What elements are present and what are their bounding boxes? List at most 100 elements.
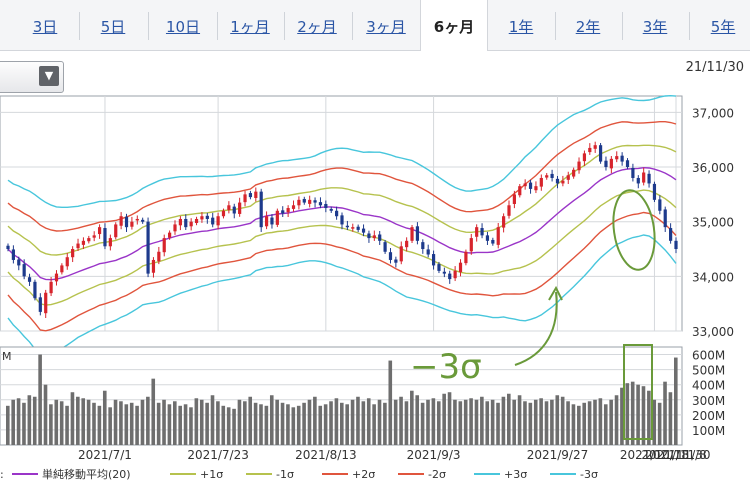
volume-bar [626, 383, 630, 445]
candle-body [550, 174, 553, 178]
candle-body [335, 211, 338, 216]
candle-body [141, 220, 144, 222]
volume-bar [335, 398, 339, 445]
candle-body [437, 264, 440, 271]
candle-body [626, 160, 629, 167]
volume-bar [631, 382, 635, 445]
volume-bar [394, 400, 398, 445]
volume-bar [243, 401, 247, 445]
candle-body [270, 218, 273, 225]
volume-bar [351, 400, 355, 445]
candle-body [567, 175, 570, 180]
volume-bar [17, 398, 21, 445]
volume-bar [523, 401, 527, 445]
volume-bar [151, 379, 155, 445]
volume-bar [491, 400, 495, 445]
volume-bar [308, 400, 312, 445]
volume-bar [367, 398, 371, 445]
candle-body [459, 263, 462, 273]
candle-body [421, 242, 424, 249]
volume-bar [76, 397, 80, 445]
candle-body [17, 260, 20, 266]
volume-bar [356, 397, 360, 445]
volume-bar [297, 406, 301, 445]
volume-bar [593, 400, 597, 445]
candle-body [642, 173, 645, 183]
volume-bar [453, 400, 457, 445]
volume-bar [81, 398, 85, 445]
volume-bar [318, 406, 322, 445]
volume-bar [65, 406, 69, 445]
candle-body [610, 159, 613, 169]
volume-bar [372, 404, 376, 445]
volume-bar [566, 401, 570, 445]
volume-bar [270, 395, 274, 445]
candle-body [82, 241, 85, 245]
volume-bar [410, 391, 414, 445]
volume-bar [125, 404, 129, 445]
candle-body [351, 227, 354, 229]
candle-body [184, 219, 187, 227]
candle-body [49, 282, 52, 293]
candle-body [173, 224, 176, 231]
volume-bar [448, 392, 452, 445]
volume-bar [572, 404, 576, 445]
candle-body [276, 211, 279, 225]
price-y-tick-label: 35,000 [692, 216, 734, 230]
volume-bar [437, 401, 441, 445]
volume-bar [604, 404, 608, 445]
volume-bar [173, 401, 177, 445]
candle-body [518, 186, 521, 195]
candle-body [389, 252, 392, 260]
candle-body [394, 260, 397, 263]
candle-body [330, 209, 333, 211]
volume-bar [286, 404, 290, 445]
volume-bar [507, 394, 511, 445]
volume-bar [216, 401, 220, 445]
volume-bar [480, 397, 484, 445]
volume-bar [324, 404, 328, 445]
volume-bar [496, 403, 500, 445]
volume-bar [399, 397, 403, 445]
volume-bar [44, 385, 48, 445]
candle-body [615, 156, 618, 159]
candle-body [292, 205, 295, 209]
legend: : 単純移動平均(20) +1σ -1σ +2σ -2σ +3σ -3σ [0, 467, 598, 481]
candle-body [28, 277, 31, 282]
volume-bar [238, 400, 242, 445]
candle-body [125, 217, 128, 227]
candle-body [507, 205, 510, 215]
volume-bar [615, 395, 619, 445]
candle-body [281, 210, 284, 213]
volume-bar [599, 398, 603, 445]
candle-body [265, 216, 268, 226]
candle-body [297, 200, 300, 205]
candle-body [114, 224, 117, 237]
volume-bar [383, 403, 387, 445]
volume-bar [275, 400, 279, 445]
volume-bar [189, 407, 193, 445]
volume-bar [302, 403, 306, 445]
volume-bar [178, 406, 182, 445]
volume-bar [588, 401, 592, 445]
candle-body [362, 229, 365, 233]
volume-bar [388, 361, 392, 445]
legend-label: -2σ [428, 468, 446, 481]
volume-bar [248, 397, 252, 445]
candle-body [427, 249, 430, 254]
candle-body [658, 199, 661, 210]
candle-body [669, 228, 672, 241]
legend-label: +1σ [200, 468, 223, 481]
volume-bar [561, 397, 565, 445]
volume-bar [33, 397, 37, 445]
candle-body [6, 246, 9, 249]
candle-body [87, 238, 90, 241]
candle-body [373, 235, 376, 238]
candle-body [254, 192, 257, 198]
candle-body [12, 249, 15, 259]
candle-body [313, 200, 316, 202]
volume-bar [205, 403, 209, 445]
candle-body [357, 227, 360, 230]
volume-bar [577, 406, 581, 445]
candle-body [211, 218, 214, 225]
